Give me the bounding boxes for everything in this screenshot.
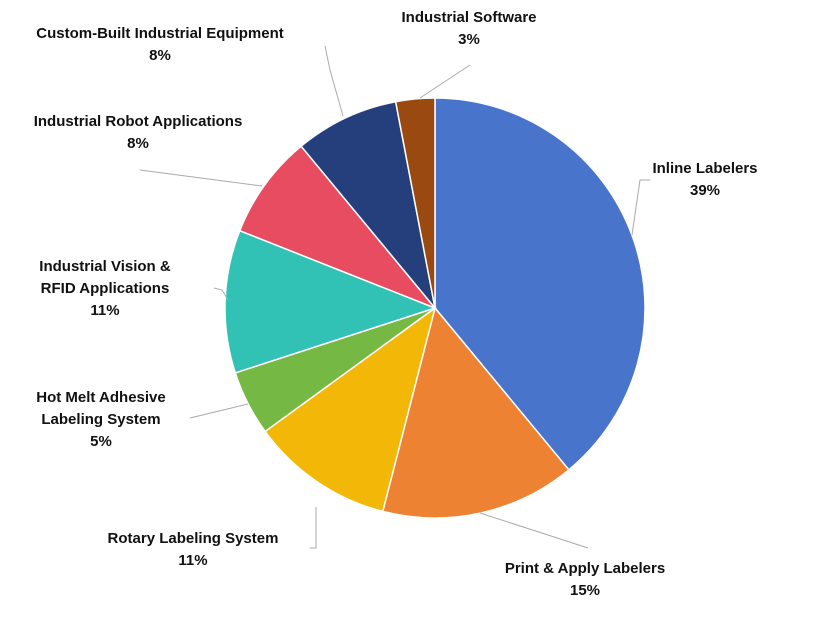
leader-line — [419, 64, 471, 99]
slice-label: Industrial Robot Applications 8% — [34, 111, 243, 155]
value-label: 15% — [569, 582, 601, 599]
category-label: Custom-Built Industrial Equipment — [36, 25, 284, 42]
slice-label: Industrial Software 3% — [401, 7, 536, 51]
category-label: Industrial Software — [401, 9, 537, 26]
category-label: Industrial Robot Applications — [33, 113, 243, 130]
pie-slice — [238, 145, 436, 309]
value-label: 11% — [90, 302, 120, 319]
leader-line — [189, 403, 249, 419]
value-label: 39% — [689, 182, 721, 199]
value-label: 8% — [127, 135, 149, 152]
category-label: Inline Labelers — [652, 160, 758, 177]
category-label: Hot Melt Adhesive Labeling System — [36, 389, 166, 428]
pie-slice — [434, 97, 646, 471]
pie-slice — [394, 97, 436, 309]
category-label: Rotary Labeling System — [107, 530, 279, 547]
category-label: Industrial Vision & RFID Applications — [39, 258, 171, 297]
value-label: 8% — [149, 47, 171, 64]
slice-label: Custom-Built Industrial Equipment 8% — [36, 23, 284, 67]
pie-slice — [264, 306, 437, 513]
leader-line — [479, 512, 589, 549]
value-label: 5% — [90, 433, 112, 450]
slice-label: Hot Melt Adhesive Labeling System 5% — [36, 387, 165, 453]
leader-line — [310, 507, 317, 549]
value-label: 11% — [178, 552, 208, 569]
leader-line — [631, 179, 650, 236]
slice-label: Print & Apply Labelers 15% — [505, 558, 665, 602]
leader-line — [139, 169, 263, 187]
slice-label: Rotary Labeling System 11% — [108, 528, 279, 572]
category-label: Print & Apply Labelers — [504, 560, 666, 577]
value-label: 3% — [458, 31, 480, 48]
pie-slice — [224, 229, 438, 374]
slice-label: Inline Labelers 39% — [652, 158, 757, 202]
slice-label: Industrial Vision & RFID Applications 11% — [39, 256, 170, 322]
pie-slice — [300, 100, 436, 309]
leader-line — [213, 287, 229, 301]
leader-line — [324, 45, 344, 117]
